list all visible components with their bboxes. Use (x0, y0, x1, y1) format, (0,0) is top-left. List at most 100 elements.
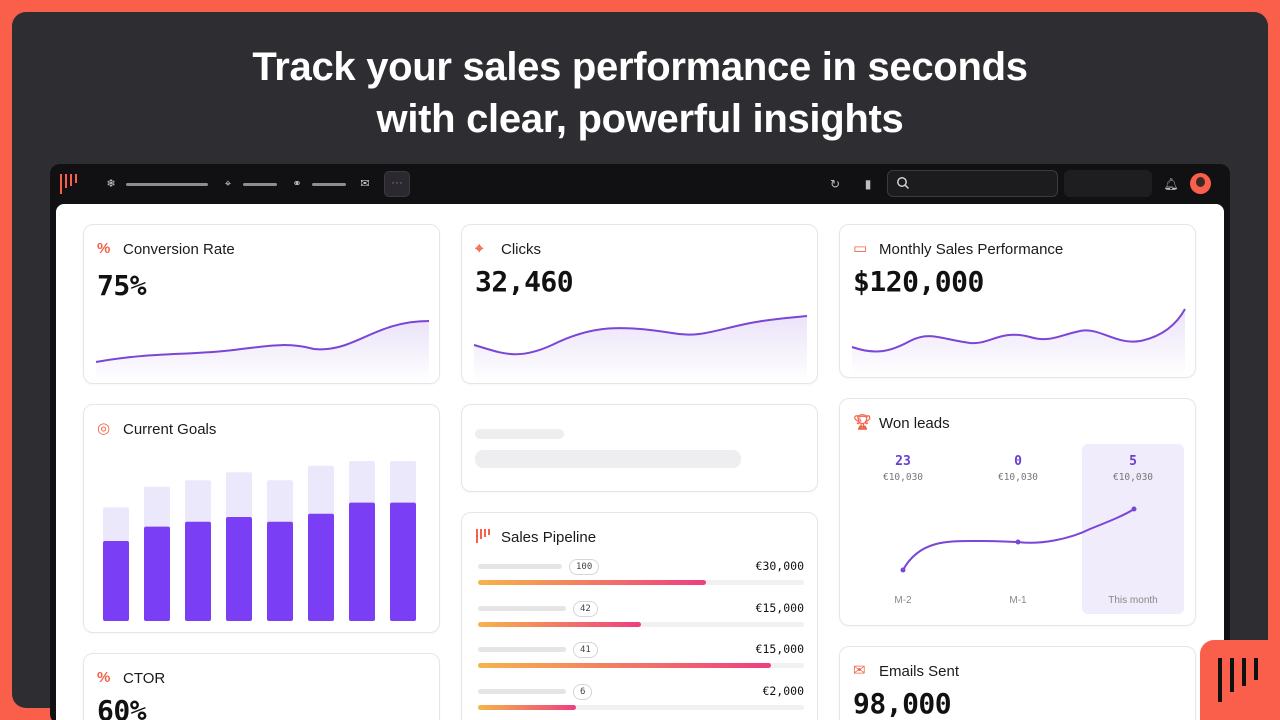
won-leads-label: M-2 (894, 595, 912, 606)
emails-title: Emails Sent (879, 663, 960, 680)
nav-item-2[interactable]: ⌖ (221, 176, 277, 192)
percent-icon: % (97, 669, 111, 686)
nav-item-1[interactable]: ❄ (104, 176, 208, 192)
won-leads-col-2: 0 €10,030 (967, 454, 1069, 483)
app-window: ❄ ⌖ ⚭ ✉ ··· ↻ ▮ 🔔︎ % Conve (50, 164, 1230, 720)
nav-item-3-label (312, 182, 346, 186)
won-leads-count: 0 (1014, 454, 1022, 469)
won-leads-label: This month (1108, 595, 1158, 606)
emails-card[interactable]: ✉ Emails Sent 98,000 (839, 646, 1196, 720)
dashboard-canvas: % Conversion Rate 75% ⌖ Clicks 32,460 ▭ … (56, 204, 1224, 720)
won-leads-title: Won leads (879, 415, 950, 432)
won-leads-label: M-1 (1009, 595, 1027, 606)
won-leads-col-3: 5 €10,030 (1082, 454, 1184, 483)
search-input[interactable] (887, 170, 1058, 197)
goal-progress-bar (349, 502, 375, 621)
nav-item-2-label (243, 182, 277, 186)
monthly-sales-value: $120,000 (853, 265, 984, 298)
logo-icon[interactable] (60, 174, 82, 194)
conversion-card[interactable]: % Conversion Rate 75% (83, 224, 440, 384)
trophy-icon: 🏆︎ (853, 414, 873, 431)
pipeline-value: €30,000 (755, 559, 804, 573)
goal-progress-bar (390, 502, 416, 621)
pipeline-track (478, 621, 804, 627)
ctor-title: CTOR (123, 670, 166, 687)
conversion-title: Conversion Rate (123, 241, 235, 258)
nav-item-4[interactable]: ✉ (358, 176, 372, 192)
pipeline-progress (478, 663, 772, 668)
clicks-card[interactable]: ⌖ Clicks 32,460 (461, 224, 818, 384)
monthly-sales-sparkline (851, 308, 1186, 377)
avatar[interactable] (1190, 173, 1211, 194)
pipeline-count-badge: 42 (573, 600, 598, 617)
goal-progress-bar (226, 517, 252, 621)
refresh-icon[interactable]: ↻ (829, 177, 841, 191)
pipeline-track (478, 704, 804, 710)
pipeline-progress (478, 621, 641, 627)
action-button[interactable] (1064, 170, 1152, 197)
more-button[interactable]: ··· (384, 171, 410, 197)
clicks-value: 32,460 (475, 265, 574, 298)
goal-progress-bar (308, 513, 334, 621)
goals-title: Current Goals (123, 421, 217, 438)
headline: Track your sales performance in seconds … (12, 41, 1268, 145)
goal-progress-bar (185, 521, 211, 621)
monthly-sales-title: Monthly Sales Performance (879, 241, 1064, 258)
won-leads-line (900, 506, 1137, 573)
won-leads-amount: €10,030 (997, 472, 1039, 483)
won-leads-point (1015, 539, 1021, 545)
goal-progress-bar (103, 541, 129, 621)
pipeline-title: Sales Pipeline (501, 529, 597, 546)
cursor-click-icon: ⌖ (475, 240, 484, 257)
conversion-sparkline (95, 320, 430, 383)
pipeline-row-label (478, 688, 566, 694)
pipeline-card[interactable]: Sales Pipeline 100 €30,000 42 €15,000 41 €15,… (461, 512, 818, 720)
pipeline-row[interactable]: 42 €15,000 (478, 600, 804, 631)
won-leads-card[interactable]: 🏆︎ Won leads 23 €10,030 0 €10,030 5 €10,… (839, 398, 1196, 626)
won-leads-point (900, 567, 906, 573)
won-leads-columns: 23 €10,030 0 €10,030 5 €10,030 (852, 454, 1184, 494)
won-leads-point (1131, 506, 1137, 512)
won-leads-amount: €10,030 (1112, 472, 1154, 483)
pipeline-progress (478, 704, 576, 710)
bookmark-icon[interactable]: ▮ (864, 177, 872, 191)
goal-progress-bar (267, 521, 293, 621)
won-leads-count: 5 (1129, 454, 1137, 469)
goals-card[interactable]: ◎ Current Goals (83, 404, 440, 633)
pipeline-row[interactable]: 6 €2,000 (478, 683, 804, 714)
mail-icon: ✉ (360, 178, 370, 190)
pipeline-count-badge: 6 (573, 683, 593, 700)
goal-progress-bar (144, 526, 170, 621)
mail-icon: ✉ (853, 662, 866, 679)
ctor-card[interactable]: % CTOR 60% (83, 653, 440, 720)
won-leads-count: 23 (895, 454, 911, 469)
bell-icon[interactable]: 🔔︎ (1163, 177, 1179, 191)
banknote-icon: ▭ (853, 240, 868, 257)
percent-icon: % (97, 240, 111, 257)
ctor-value: 60% (97, 694, 147, 720)
target-icon: ◎ (97, 420, 111, 437)
pipeline-value: €15,000 (755, 600, 804, 615)
pipeline-count-badge: 41 (573, 642, 598, 658)
conversion-value: 75% (97, 269, 147, 302)
top-bar: ❄ ⌖ ⚭ ✉ ··· ↻ ▮ 🔔︎ (50, 164, 1230, 204)
goals-chart (103, 461, 416, 621)
brand-logo-icon (1200, 640, 1280, 720)
pipeline-row-label (478, 605, 566, 611)
pipeline-row[interactable]: 100 €30,000 (478, 559, 804, 589)
skeleton-line-2 (475, 450, 741, 468)
logo-icon (475, 528, 493, 546)
this-month-highlight (1082, 444, 1184, 614)
clicks-sparkline (473, 315, 808, 383)
headline-line-1: Track your sales performance in seconds (252, 45, 1028, 89)
pipeline-row[interactable]: 41 €15,000 (478, 642, 804, 672)
pipeline-row-label (478, 564, 562, 569)
search-icon (897, 177, 910, 190)
pipeline-value: €15,000 (755, 642, 804, 656)
target-icon: ⌖ (224, 178, 232, 190)
nav-item-3[interactable]: ⚭ (290, 176, 346, 192)
monthly-sales-card[interactable]: ▭ Monthly Sales Performance $120,000 (839, 224, 1196, 378)
pipeline-count-badge: 100 (569, 559, 600, 575)
won-leads-amount: €10,030 (882, 472, 924, 483)
clicks-title: Clicks (501, 241, 541, 258)
